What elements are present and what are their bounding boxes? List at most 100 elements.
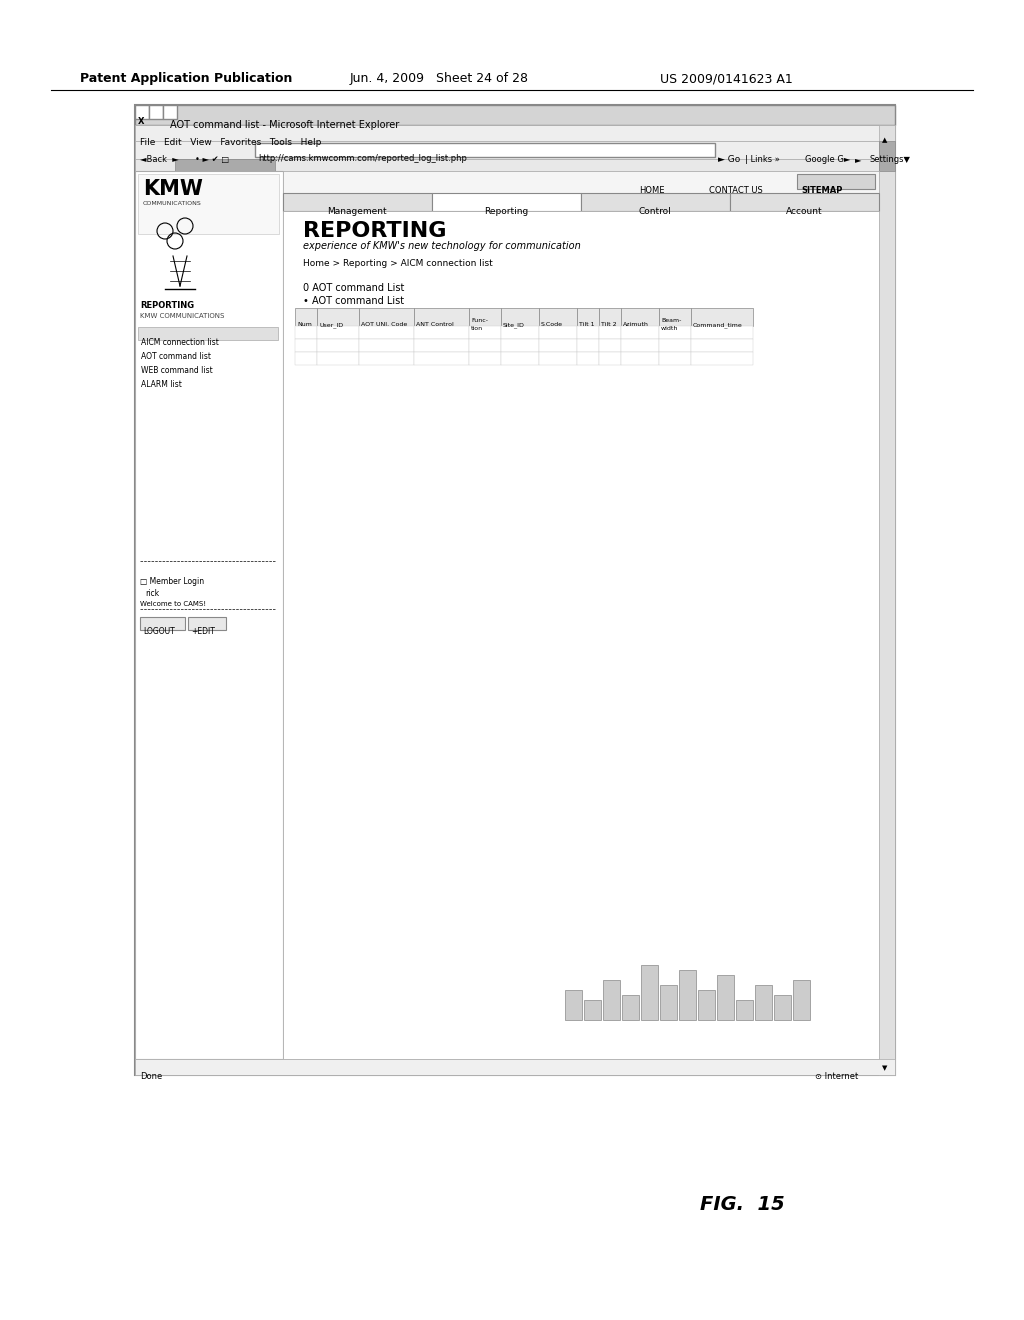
Text: Account: Account	[785, 207, 822, 216]
Text: Management: Management	[328, 207, 387, 216]
Bar	[469, 339, 501, 352]
Bar	[659, 339, 691, 352]
Bar	[283, 211, 879, 1059]
Bar	[135, 172, 283, 1059]
Bar	[691, 352, 753, 366]
Bar	[135, 158, 879, 172]
Bar	[879, 141, 895, 172]
Bar	[717, 975, 734, 1020]
Bar	[621, 339, 659, 352]
Bar	[135, 106, 150, 119]
Text: X: X	[138, 117, 144, 125]
Text: Site_ID: Site_ID	[503, 322, 525, 327]
Bar	[577, 339, 599, 352]
Bar	[621, 352, 659, 366]
Bar	[414, 339, 469, 352]
Text: tion: tion	[471, 326, 483, 331]
Bar	[317, 352, 359, 366]
Text: Control: Control	[639, 207, 672, 216]
Bar	[150, 106, 163, 119]
Bar	[135, 106, 895, 1074]
Bar	[577, 326, 599, 339]
Bar	[565, 990, 582, 1020]
Text: • AOT command List: • AOT command List	[303, 296, 404, 306]
Bar	[659, 326, 691, 339]
Bar	[283, 172, 879, 193]
Bar	[622, 995, 639, 1020]
Text: experience of KMW's new technology for communication: experience of KMW's new technology for c…	[303, 242, 581, 251]
Bar	[414, 326, 469, 339]
Text: ⊙ Internet: ⊙ Internet	[815, 1072, 858, 1081]
Bar	[698, 990, 715, 1020]
Text: +EDIT: +EDIT	[191, 627, 215, 636]
Bar	[469, 308, 501, 326]
Text: Func-: Func-	[471, 318, 488, 323]
Text: User_ID: User_ID	[319, 322, 343, 327]
Bar	[414, 352, 469, 366]
Text: REPORTING: REPORTING	[303, 220, 446, 242]
Text: AOT command list - Microsoft Internet Explorer: AOT command list - Microsoft Internet Ex…	[170, 120, 399, 129]
Text: CONTACT US: CONTACT US	[709, 186, 763, 195]
Bar	[135, 141, 895, 158]
Bar	[691, 308, 753, 326]
Bar	[539, 339, 577, 352]
Text: ANT Control: ANT Control	[416, 322, 454, 327]
Bar	[774, 995, 791, 1020]
Bar	[691, 326, 753, 339]
Text: LOGOUT: LOGOUT	[143, 627, 175, 636]
Bar	[621, 326, 659, 339]
Bar	[577, 308, 599, 326]
Bar	[730, 193, 879, 211]
Bar	[283, 193, 432, 211]
Bar	[793, 979, 810, 1020]
Bar	[660, 985, 677, 1020]
Text: SITEMAP: SITEMAP	[801, 186, 843, 195]
Text: Welcome to CAMS!: Welcome to CAMS!	[140, 601, 206, 607]
Bar	[603, 979, 620, 1020]
Text: Azimuth: Azimuth	[623, 322, 649, 327]
Bar	[659, 308, 691, 326]
Bar	[255, 143, 715, 157]
Bar	[599, 326, 621, 339]
Text: HOME: HOME	[639, 186, 665, 195]
Bar	[317, 339, 359, 352]
Text: ► Go: ► Go	[718, 154, 740, 164]
Bar	[599, 308, 621, 326]
Text: AOT command list: AOT command list	[141, 352, 211, 360]
Bar	[879, 125, 895, 1074]
Bar	[539, 352, 577, 366]
Text: Patent Application Publication: Patent Application Publication	[80, 73, 293, 84]
Text: Settings▼: Settings▼	[870, 154, 911, 164]
Bar	[414, 308, 469, 326]
Text: Tilt 2: Tilt 2	[601, 322, 616, 327]
Bar	[501, 308, 539, 326]
Text: Reporting: Reporting	[484, 207, 528, 216]
Bar	[295, 308, 317, 326]
Text: • ► ✔ □: • ► ✔ □	[195, 154, 229, 164]
Bar	[140, 616, 185, 630]
Bar	[359, 339, 414, 352]
Bar	[599, 339, 621, 352]
Bar	[138, 327, 278, 341]
Bar	[295, 339, 317, 352]
Bar	[175, 158, 275, 172]
Text: AICM connection list: AICM connection list	[141, 338, 219, 347]
Text: Jun. 4, 2009   Sheet 24 of 28: Jun. 4, 2009 Sheet 24 of 28	[350, 73, 529, 84]
Bar	[135, 1059, 895, 1074]
Text: ▲: ▲	[882, 137, 888, 143]
Bar	[295, 352, 317, 366]
Text: Home > Reporting > AICM connection list: Home > Reporting > AICM connection list	[303, 259, 493, 268]
Bar	[501, 326, 539, 339]
Bar	[295, 326, 317, 339]
Text: width: width	[662, 326, 678, 331]
Bar	[501, 339, 539, 352]
Text: Beam-: Beam-	[662, 318, 681, 323]
Text: □ Member Login: □ Member Login	[140, 577, 204, 586]
Text: US 2009/0141623 A1: US 2009/0141623 A1	[660, 73, 793, 84]
Text: KMW COMMUNICATIONS: KMW COMMUNICATIONS	[140, 313, 224, 319]
Bar	[163, 106, 177, 119]
Bar	[317, 308, 359, 326]
Bar	[797, 174, 874, 189]
Bar	[584, 1001, 601, 1020]
Text: ▼: ▼	[882, 1065, 888, 1071]
